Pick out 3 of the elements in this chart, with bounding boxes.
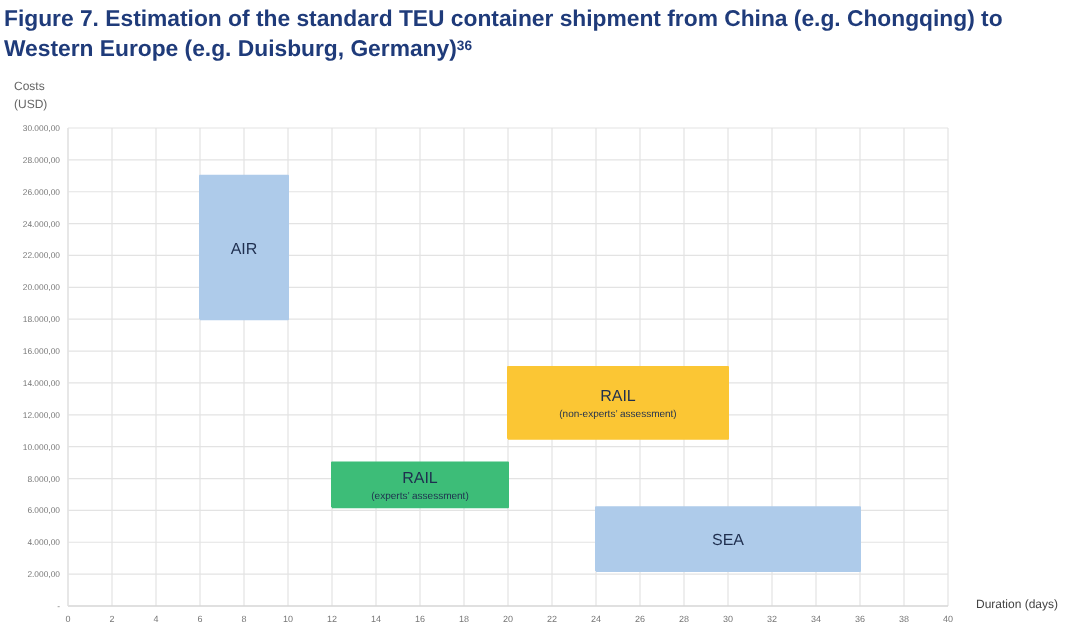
chart-title: Figure 7. Estimation of the standard TEU container shipment from China (e.g. Chongqing) to Western Europe (e.g. Duisburg, Germany)$^{36}$ [4, 8, 1003, 62]
series-label: SEA [711, 531, 746, 550]
series-label: AIR [230, 239, 258, 258]
